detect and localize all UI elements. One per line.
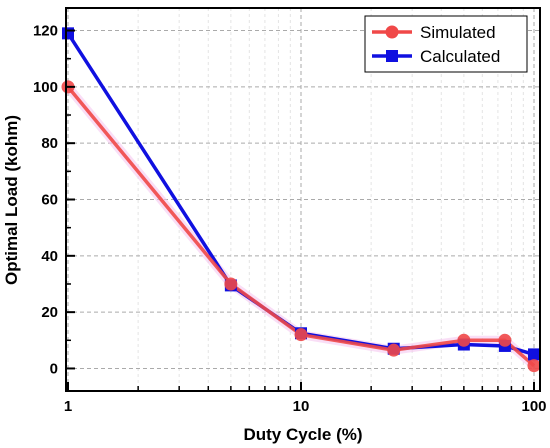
point-calculated xyxy=(62,27,74,40)
point-simulated xyxy=(387,343,401,357)
y-tick-label: 100 xyxy=(33,79,58,96)
x-tick-label: 100 xyxy=(521,398,546,415)
tick-labels: 1 10 100 0 20 40 60 80 100 120 xyxy=(33,23,547,415)
y-tick-label: 20 xyxy=(41,304,58,321)
y-tick-label: 120 xyxy=(33,23,58,40)
x-axis-title: Duty Cycle (%) xyxy=(243,425,362,444)
y-tick-label: 0 xyxy=(50,360,58,377)
x-tick-label: 10 xyxy=(293,398,310,415)
legend: Simulated Calculated xyxy=(364,15,528,73)
point-simulated xyxy=(224,277,238,291)
point-simulated xyxy=(498,333,512,347)
legend-marker-calculated xyxy=(386,50,398,62)
point-simulated xyxy=(527,359,541,373)
legend-label-simulated: Simulated xyxy=(420,23,496,42)
point-simulated xyxy=(294,328,308,342)
legend-marker-simulated xyxy=(385,25,399,39)
y-axis-title: Optimal Load (kohm) xyxy=(2,115,21,285)
legend-box xyxy=(364,15,528,73)
y-tick-label: 80 xyxy=(41,135,58,152)
x-tick-label: 1 xyxy=(64,398,72,415)
y-tick-label: 60 xyxy=(41,192,58,209)
axis-ticks xyxy=(66,29,535,391)
point-simulated xyxy=(457,333,471,347)
point-calculated xyxy=(528,348,540,361)
y-tick-label: 40 xyxy=(41,248,58,265)
data-markers xyxy=(61,27,541,373)
legend-label-calculated: Calculated xyxy=(420,47,500,66)
